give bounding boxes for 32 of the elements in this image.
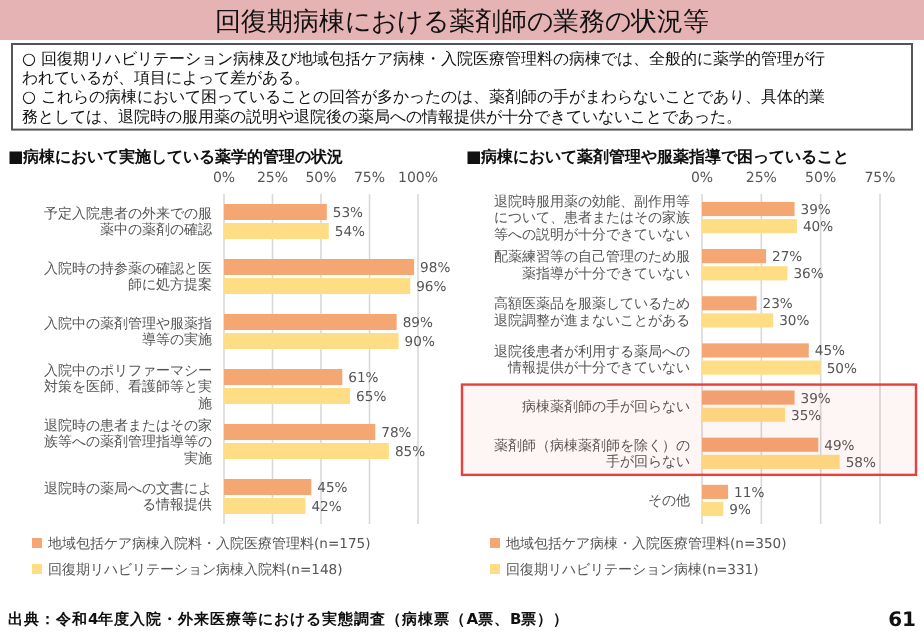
text: 回復期病棟における薬剤師の業務の状況等 — [215, 8, 709, 38]
bar — [702, 296, 757, 311]
chart-title: ■病棟において実施している薬学的管理の状況 — [8, 146, 344, 166]
bar — [224, 443, 389, 459]
bar — [224, 479, 312, 495]
bar — [702, 201, 795, 217]
bar — [702, 390, 795, 405]
bar — [224, 369, 343, 385]
bar — [702, 484, 729, 499]
bar — [224, 259, 415, 275]
bar — [224, 498, 306, 514]
bar — [224, 278, 411, 294]
bar — [702, 360, 821, 375]
bar — [702, 454, 840, 469]
bar — [702, 219, 797, 234]
text: ○ これらの病棟において困っていることの回答が多かったのは、薬剤師の手がまわらないことであり、具体的業務としては、退院時の服用薬の説明や退院後の薬局への情報提供が十分できていないことであった。 — [22, 88, 826, 126]
chart-title: ■病棟において薬剤管理や服薬指導で困っていること — [466, 146, 850, 166]
bar — [702, 266, 788, 281]
bar — [702, 501, 724, 517]
bar — [702, 313, 774, 328]
bar — [224, 223, 329, 239]
bar — [702, 407, 786, 422]
text: 61 — [888, 610, 917, 632]
bar — [702, 249, 767, 264]
bar — [224, 333, 399, 349]
bar — [224, 204, 327, 220]
bar — [702, 343, 809, 358]
bar — [702, 437, 819, 452]
bar — [224, 388, 351, 404]
bar — [224, 314, 397, 330]
bar — [224, 424, 376, 440]
text: ○ 回復期リハビリテーション病棟及び地域包括ケア病棟・入院医療管理料の病棟では、全般的に薬学的管理が行われているが、項目によって差がある。 — [22, 50, 826, 88]
